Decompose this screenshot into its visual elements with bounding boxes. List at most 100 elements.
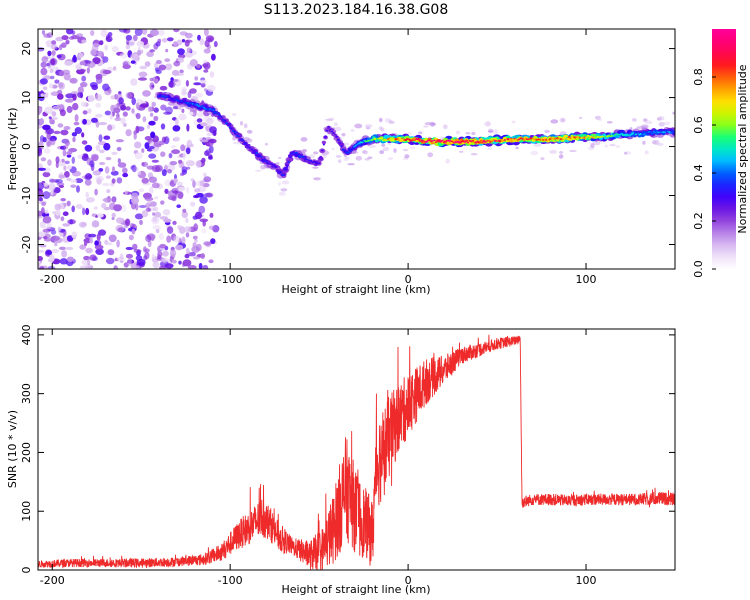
- spectrogram-noise-blob: [64, 98, 74, 103]
- spectrogram-noise-blob: [125, 129, 132, 137]
- spectrogram-noise-blob: [95, 73, 103, 80]
- spectrogram-noise-blob: [71, 56, 78, 63]
- spectrogram-noise-blob: [109, 112, 114, 120]
- spectrogram-noise-blob: [186, 186, 190, 194]
- spectrogram-noise-blob: [38, 146, 42, 154]
- spectrogram-noise-blob: [334, 126, 342, 132]
- colorbar-ticks: 0.0 0.2 0.4 0.6 0.8: [692, 68, 716, 278]
- spectrogram-ridge-blob: [244, 142, 247, 145]
- spectrogram-noise-blob: [180, 172, 185, 176]
- spectrogram-ridge-blob: [503, 139, 506, 141]
- spectrogram-ridge-blob: [175, 98, 178, 101]
- spectrogram-noise-blob: [65, 93, 75, 99]
- spectrogram-noise-blob: [59, 44, 63, 51]
- spectrogram-noise-blob: [181, 108, 185, 114]
- spectrogram-noise-blob: [42, 215, 52, 224]
- spectrogram-noise-blob: [190, 201, 196, 207]
- spectrogram-ridge-blob: [444, 140, 447, 143]
- spectrogram-noise-blob: [42, 171, 51, 178]
- spectrogram-noise-blob: [132, 34, 138, 42]
- spectrogram-noise-blob: [276, 162, 280, 165]
- spectrogram-noise-blob: [157, 250, 163, 258]
- spectrogram-noise-blob: [38, 182, 45, 190]
- spectrogram-noise-blob: [194, 76, 198, 81]
- spectrogram-noise-blob: [84, 144, 93, 152]
- spectrogram-noise-blob: [143, 246, 147, 253]
- spectrogram-noise-blob: [150, 131, 156, 139]
- spectrogram-noise-blob: [149, 29, 159, 37]
- spectrogram-noise-blob: [79, 244, 87, 250]
- spectrogram-ridge-blob: [189, 101, 193, 104]
- spectrogram-noise-blob: [95, 175, 104, 183]
- spectrogram-noise-blob: [165, 48, 169, 53]
- spectrogram-ridge-blob: [663, 131, 667, 134]
- spectrogram-noise-blob: [72, 102, 79, 111]
- spectrogram-noise-blob: [90, 30, 95, 36]
- spectrogram-x-ticks: -200 -100 0 100: [40, 29, 597, 286]
- spectrogram-noise-blob: [644, 150, 649, 155]
- spectrogram-ridge-blob: [303, 157, 307, 160]
- spectrogram-ridge-blob: [324, 135, 327, 138]
- spectrogram-ridge-blob: [318, 156, 324, 161]
- spectrogram-noise-blob: [59, 246, 66, 250]
- spectrogram-noise-blob: [658, 122, 665, 127]
- spectrogram-noise-blob: [153, 141, 159, 147]
- spectrogram-noise-blob: [209, 212, 214, 218]
- spectrogram-noise-blob: [642, 140, 646, 145]
- spectrogram-noise-blob: [181, 39, 186, 43]
- spectrogram-ridge-blob: [278, 170, 281, 172]
- spectrogram-ridge-blob: [321, 149, 324, 152]
- spectrogram-noise-blob: [569, 149, 577, 153]
- spectrogram-noise-blob: [201, 228, 207, 234]
- spectrogram-ridge-blob: [246, 144, 249, 147]
- spectrogram-noise-blob: [48, 83, 54, 89]
- spectrogram-noise-blob: [45, 40, 54, 46]
- spectrogram-noise-blob: [208, 225, 215, 230]
- spectrogram-ridge-blob: [250, 148, 253, 151]
- spectrogram-noise-blob: [151, 159, 159, 163]
- spectrogram-noise-blob: [180, 144, 186, 152]
- spectrogram-noise-blob: [135, 113, 141, 120]
- spectrogram-noise-blob: [199, 38, 205, 46]
- spectrogram-noise-blob: [278, 156, 282, 160]
- spectrogram-noise-blob: [146, 200, 152, 205]
- spectrogram-noise-blob: [338, 159, 342, 164]
- spectrogram-noise-blob: [95, 93, 103, 102]
- spectrogram-noise-blob: [341, 133, 346, 137]
- spectrogram-noise-blob: [181, 86, 188, 93]
- y-tick-label: 300: [20, 383, 33, 404]
- spectrogram-noise-blob: [78, 68, 87, 73]
- spectrogram-ridge-blob: [447, 139, 451, 142]
- spectrogram-noise-blob: [47, 141, 52, 147]
- colorbar-label: Normalized spectral amplitude: [736, 64, 749, 233]
- spectrogram-noise-blob: [445, 158, 451, 164]
- spectrogram-ridge-blob: [319, 156, 323, 159]
- spectrogram-ridge-blob: [385, 139, 388, 142]
- spectrogram-noise-blob: [658, 116, 665, 121]
- spectrogram-noise-blob: [203, 29, 209, 37]
- spectrogram-ridge-blob: [231, 129, 234, 132]
- spectrogram-noise-blob: [181, 236, 186, 244]
- spectrogram-ridge-blob: [510, 137, 513, 140]
- spectrogram-noise-blob: [187, 91, 192, 99]
- spectrogram-noise-blob: [171, 149, 181, 155]
- spectrogram-noise-blob: [43, 235, 48, 240]
- spectrogram-noise-blob: [334, 122, 338, 127]
- x-tick-label: -100: [218, 273, 243, 286]
- spectrogram-noise-blob: [664, 121, 671, 126]
- spectrogram-noise-blob: [120, 104, 127, 111]
- spectrogram-noise-blob: [69, 219, 73, 225]
- spectrogram-noise-blob: [194, 188, 201, 193]
- spectrogram-noise-blob: [203, 176, 212, 183]
- spectrogram-noise-blob: [264, 142, 269, 146]
- spectrogram-ridge-blob: [329, 128, 332, 131]
- spectrogram-noise-blob: [59, 70, 65, 77]
- spectrogram-noise-blob: [140, 103, 149, 108]
- spectrogram-ridge-blob: [659, 131, 662, 133]
- spectrogram-ridge-blob: [282, 174, 286, 177]
- colorbar-gradient: [712, 29, 736, 269]
- spectrogram-noise-blob: [389, 120, 395, 125]
- spectrogram-noise-blob: [185, 232, 190, 238]
- spectrogram-noise-blob: [171, 79, 179, 82]
- spectrogram-noise-blob: [159, 243, 167, 249]
